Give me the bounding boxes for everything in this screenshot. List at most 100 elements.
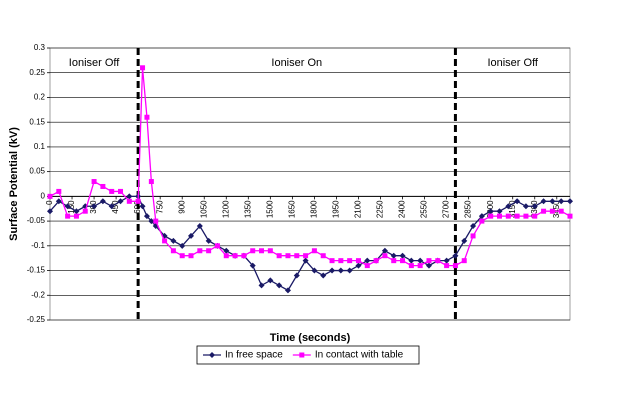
x-tick-label: 2400 xyxy=(398,200,407,218)
x-tick-label: 150 xyxy=(67,200,76,214)
data-point xyxy=(355,258,361,264)
data-point xyxy=(47,208,53,215)
data-point xyxy=(452,263,458,269)
x-tick-label: 2250 xyxy=(376,200,385,218)
data-point xyxy=(205,237,212,244)
data-point xyxy=(435,258,441,264)
data-point xyxy=(496,213,502,219)
data-point xyxy=(267,248,273,254)
data-point xyxy=(214,243,220,249)
x-tick-label: 1950 xyxy=(332,200,341,218)
x-tick-label: 3450 xyxy=(552,200,561,218)
data-point xyxy=(108,203,115,210)
data-point xyxy=(293,272,300,279)
data-point xyxy=(99,198,106,205)
x-tick-label: 900 xyxy=(177,200,186,214)
data-point xyxy=(337,267,344,274)
data-point xyxy=(541,208,547,214)
x-tick-label: 1500 xyxy=(265,200,274,218)
x-tick-label: 1050 xyxy=(199,200,208,218)
data-point xyxy=(487,208,494,215)
x-tick-label: 1350 xyxy=(243,200,252,218)
y-tick-label: 0.3 xyxy=(34,43,46,52)
region-label: Ioniser On xyxy=(271,57,322,69)
data-point xyxy=(109,188,115,194)
data-point xyxy=(55,198,62,205)
data-point xyxy=(139,203,146,210)
data-point xyxy=(399,252,406,259)
data-point xyxy=(153,218,159,224)
data-point xyxy=(285,253,291,259)
data-point xyxy=(126,198,132,204)
data-point xyxy=(496,208,503,215)
data-point xyxy=(558,198,565,205)
data-point xyxy=(567,213,573,219)
data-point xyxy=(294,253,300,259)
x-tick-label: 3150 xyxy=(508,200,517,218)
data-point xyxy=(267,277,274,284)
data-point xyxy=(206,248,212,254)
data-point xyxy=(179,242,186,249)
data-point xyxy=(443,257,450,264)
legend-marker xyxy=(299,352,305,358)
x-tick-label: 750 xyxy=(155,200,164,214)
data-point xyxy=(391,258,397,264)
data-point xyxy=(408,263,414,269)
data-point xyxy=(47,193,53,199)
data-point xyxy=(56,188,62,194)
data-point xyxy=(478,213,485,220)
y-tick-label: 0.2 xyxy=(34,93,46,102)
data-point xyxy=(64,203,71,210)
data-point xyxy=(311,248,317,254)
data-point xyxy=(373,258,379,264)
data-point xyxy=(329,258,335,264)
data-point xyxy=(417,263,423,269)
data-point xyxy=(425,262,432,269)
data-point xyxy=(148,218,155,225)
data-point xyxy=(479,218,485,224)
data-point xyxy=(276,282,283,289)
data-point xyxy=(311,267,318,274)
data-point xyxy=(302,257,309,264)
data-point xyxy=(488,213,494,219)
y-tick-label: -0.1 xyxy=(31,241,45,250)
data-point xyxy=(523,213,529,219)
data-point xyxy=(470,223,477,230)
data-point xyxy=(531,203,538,210)
plot-area xyxy=(49,47,571,321)
data-point xyxy=(549,198,556,205)
data-point xyxy=(444,263,450,269)
data-point xyxy=(381,247,388,254)
data-point xyxy=(355,262,362,269)
x-tick-label: 2550 xyxy=(420,200,429,218)
data-point xyxy=(303,253,309,259)
data-point xyxy=(461,237,468,244)
y-tick-label: 0.15 xyxy=(29,117,45,126)
data-point xyxy=(558,208,564,214)
legend-label: In contact with table xyxy=(315,350,404,361)
data-point xyxy=(135,198,141,204)
x-tick-label: 1650 xyxy=(287,200,296,218)
data-point xyxy=(347,258,353,264)
data-point xyxy=(417,257,424,264)
x-tick-label: 3300 xyxy=(530,200,539,218)
data-point xyxy=(514,198,521,205)
data-point xyxy=(100,183,106,189)
y-tick-label: -0.05 xyxy=(27,216,46,225)
data-point xyxy=(65,213,71,219)
y-tick-label: 0.25 xyxy=(29,68,45,77)
data-point xyxy=(258,282,265,289)
legend-label: In free space xyxy=(225,350,283,361)
data-point xyxy=(170,237,177,244)
data-point xyxy=(117,198,124,205)
data-point xyxy=(382,253,388,259)
data-point xyxy=(144,114,150,120)
data-point xyxy=(162,238,168,244)
data-point xyxy=(241,253,247,259)
data-point xyxy=(250,248,256,254)
data-point xyxy=(276,253,282,259)
legend-marker xyxy=(209,352,215,358)
data-point xyxy=(514,213,520,219)
data-point xyxy=(320,253,326,259)
